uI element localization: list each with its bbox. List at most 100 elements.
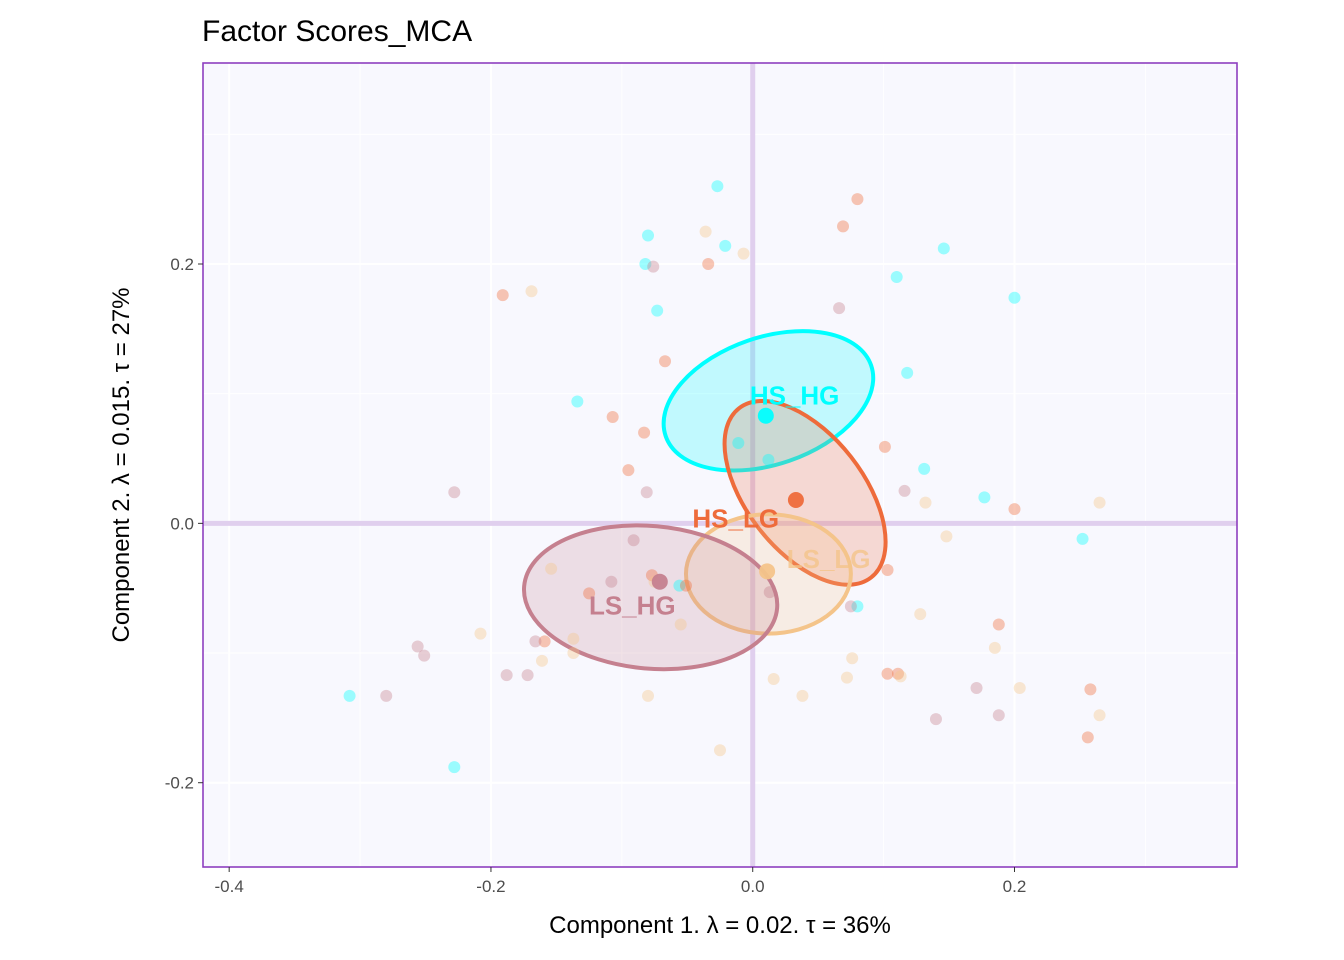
- point-hs-lg: [878, 440, 891, 453]
- y-tick-label: -0.2: [165, 774, 194, 793]
- point-hs-hg: [673, 579, 686, 592]
- point-ls-hg: [627, 534, 640, 547]
- label-ls-lg: LS_LG: [787, 544, 871, 574]
- point-ls-hg: [500, 669, 513, 682]
- point-ls-lg: [914, 608, 927, 621]
- group-means: [651, 407, 804, 590]
- point-hs-hg: [762, 453, 775, 466]
- point-hs-hg: [448, 761, 461, 774]
- point-hs-lg: [1084, 683, 1097, 696]
- point-hs-hg: [719, 239, 732, 252]
- ellipse-ls-hg: [522, 523, 780, 672]
- point-ls-lg: [767, 672, 780, 685]
- point-ls-hg: [844, 600, 857, 613]
- mean-hs-lg: [787, 492, 804, 509]
- point-ls-lg: [567, 632, 580, 645]
- point-ls-lg: [840, 671, 853, 684]
- mean-ls-lg: [759, 563, 776, 580]
- point-hs-hg: [571, 395, 584, 408]
- point-ls-lg: [535, 654, 548, 667]
- y-tick-label: 0.2: [170, 255, 194, 274]
- point-ls-hg: [763, 586, 776, 599]
- point-ls-hg: [448, 486, 461, 499]
- point-hs-lg: [881, 564, 894, 577]
- chart-title: Factor Scores_MCA: [202, 15, 472, 48]
- confidence-ellipses: [522, 329, 888, 672]
- point-hs-lg: [851, 193, 864, 206]
- point-hs-hg: [890, 270, 903, 283]
- y-axis-ticks: -0.2 0.0 0.2: [165, 255, 203, 793]
- point-hs-lg: [702, 258, 715, 270]
- point-ls-lg: [1093, 496, 1106, 509]
- point-hs-lg: [881, 667, 894, 680]
- x-tick-label: -0.2: [476, 877, 505, 896]
- point-ls-lg: [796, 689, 809, 702]
- point-ls-lg: [1093, 709, 1106, 722]
- point-ls-hg: [833, 302, 846, 315]
- point-hs-lg: [892, 667, 905, 680]
- point-hs-lg: [659, 355, 672, 368]
- point-ls-lg: [737, 247, 750, 260]
- point-ls-lg: [919, 496, 932, 509]
- point-hs-hg: [651, 304, 664, 317]
- point-ls-hg: [647, 260, 660, 273]
- ellipse-hs-lg: [722, 398, 888, 587]
- point-ls-lg: [674, 618, 687, 631]
- point-hs-lg: [679, 579, 692, 592]
- plot-panel: [203, 63, 1237, 867]
- mean-ls-hg: [651, 573, 668, 590]
- point-hs-hg: [901, 366, 914, 379]
- point-hs-lg: [583, 587, 596, 600]
- point-ls-lg: [846, 652, 859, 665]
- x-axis-ticks: -0.4 -0.2 0.0 0.2: [215, 867, 1027, 896]
- point-ls-hg: [898, 484, 911, 497]
- point-hs-hg: [711, 180, 724, 193]
- point-ls-hg: [929, 713, 942, 726]
- y-tick-label: 0.0: [170, 514, 194, 533]
- point-hs-hg: [851, 600, 864, 613]
- point-ls-lg: [699, 225, 712, 238]
- x-tick-label: 0.2: [1003, 877, 1027, 896]
- point-hs-hg: [642, 229, 655, 242]
- point-hs-lg: [1008, 503, 1021, 516]
- point-hs-lg: [992, 618, 1005, 631]
- point-ls-hg: [521, 669, 534, 682]
- point-hs-hg: [343, 689, 356, 702]
- point-hs-lg: [538, 635, 551, 648]
- group-labels: HS_HG HS_LG LS_LG LS_HG: [589, 380, 871, 620]
- point-hs-hg: [918, 462, 931, 475]
- point-hs-lg: [1081, 731, 1094, 744]
- observation-points: [343, 180, 1106, 774]
- x-tick-label: -0.4: [215, 877, 244, 896]
- point-hs-hg: [978, 491, 991, 504]
- point-ls-hg: [640, 486, 653, 499]
- point-ls-hg: [529, 635, 542, 648]
- label-hs-hg: HS_HG: [750, 380, 840, 410]
- point-ls-lg: [894, 670, 907, 683]
- point-hs-hg: [639, 258, 652, 270]
- y-axis-title: Component 2. λ = 0.015. τ = 27%: [108, 287, 135, 642]
- point-ls-hg: [418, 649, 431, 662]
- x-axis-title: Component 1. λ = 0.02. τ = 36%: [549, 912, 891, 939]
- point-hs-lg: [622, 464, 635, 477]
- point-ls-hg: [380, 689, 393, 702]
- point-ls-hg: [411, 640, 424, 653]
- point-hs-hg: [732, 436, 745, 449]
- point-hs-lg: [638, 426, 651, 439]
- point-ls-hg: [605, 575, 618, 588]
- point-ls-hg: [970, 682, 983, 695]
- point-ls-hg: [992, 709, 1005, 722]
- mean-hs-hg: [757, 407, 774, 424]
- point-ls-lg: [525, 285, 538, 298]
- point-ls-lg: [940, 530, 953, 543]
- point-hs-hg: [1008, 291, 1021, 304]
- point-ls-lg: [545, 562, 558, 575]
- point-hs-lg: [496, 289, 509, 302]
- label-hs-lg: HS_LG: [692, 504, 779, 534]
- point-ls-lg: [988, 641, 1001, 654]
- point-ls-lg: [642, 689, 655, 702]
- point-ls-lg: [474, 627, 487, 640]
- point-hs-hg: [1076, 532, 1089, 545]
- point-hs-lg: [606, 411, 619, 424]
